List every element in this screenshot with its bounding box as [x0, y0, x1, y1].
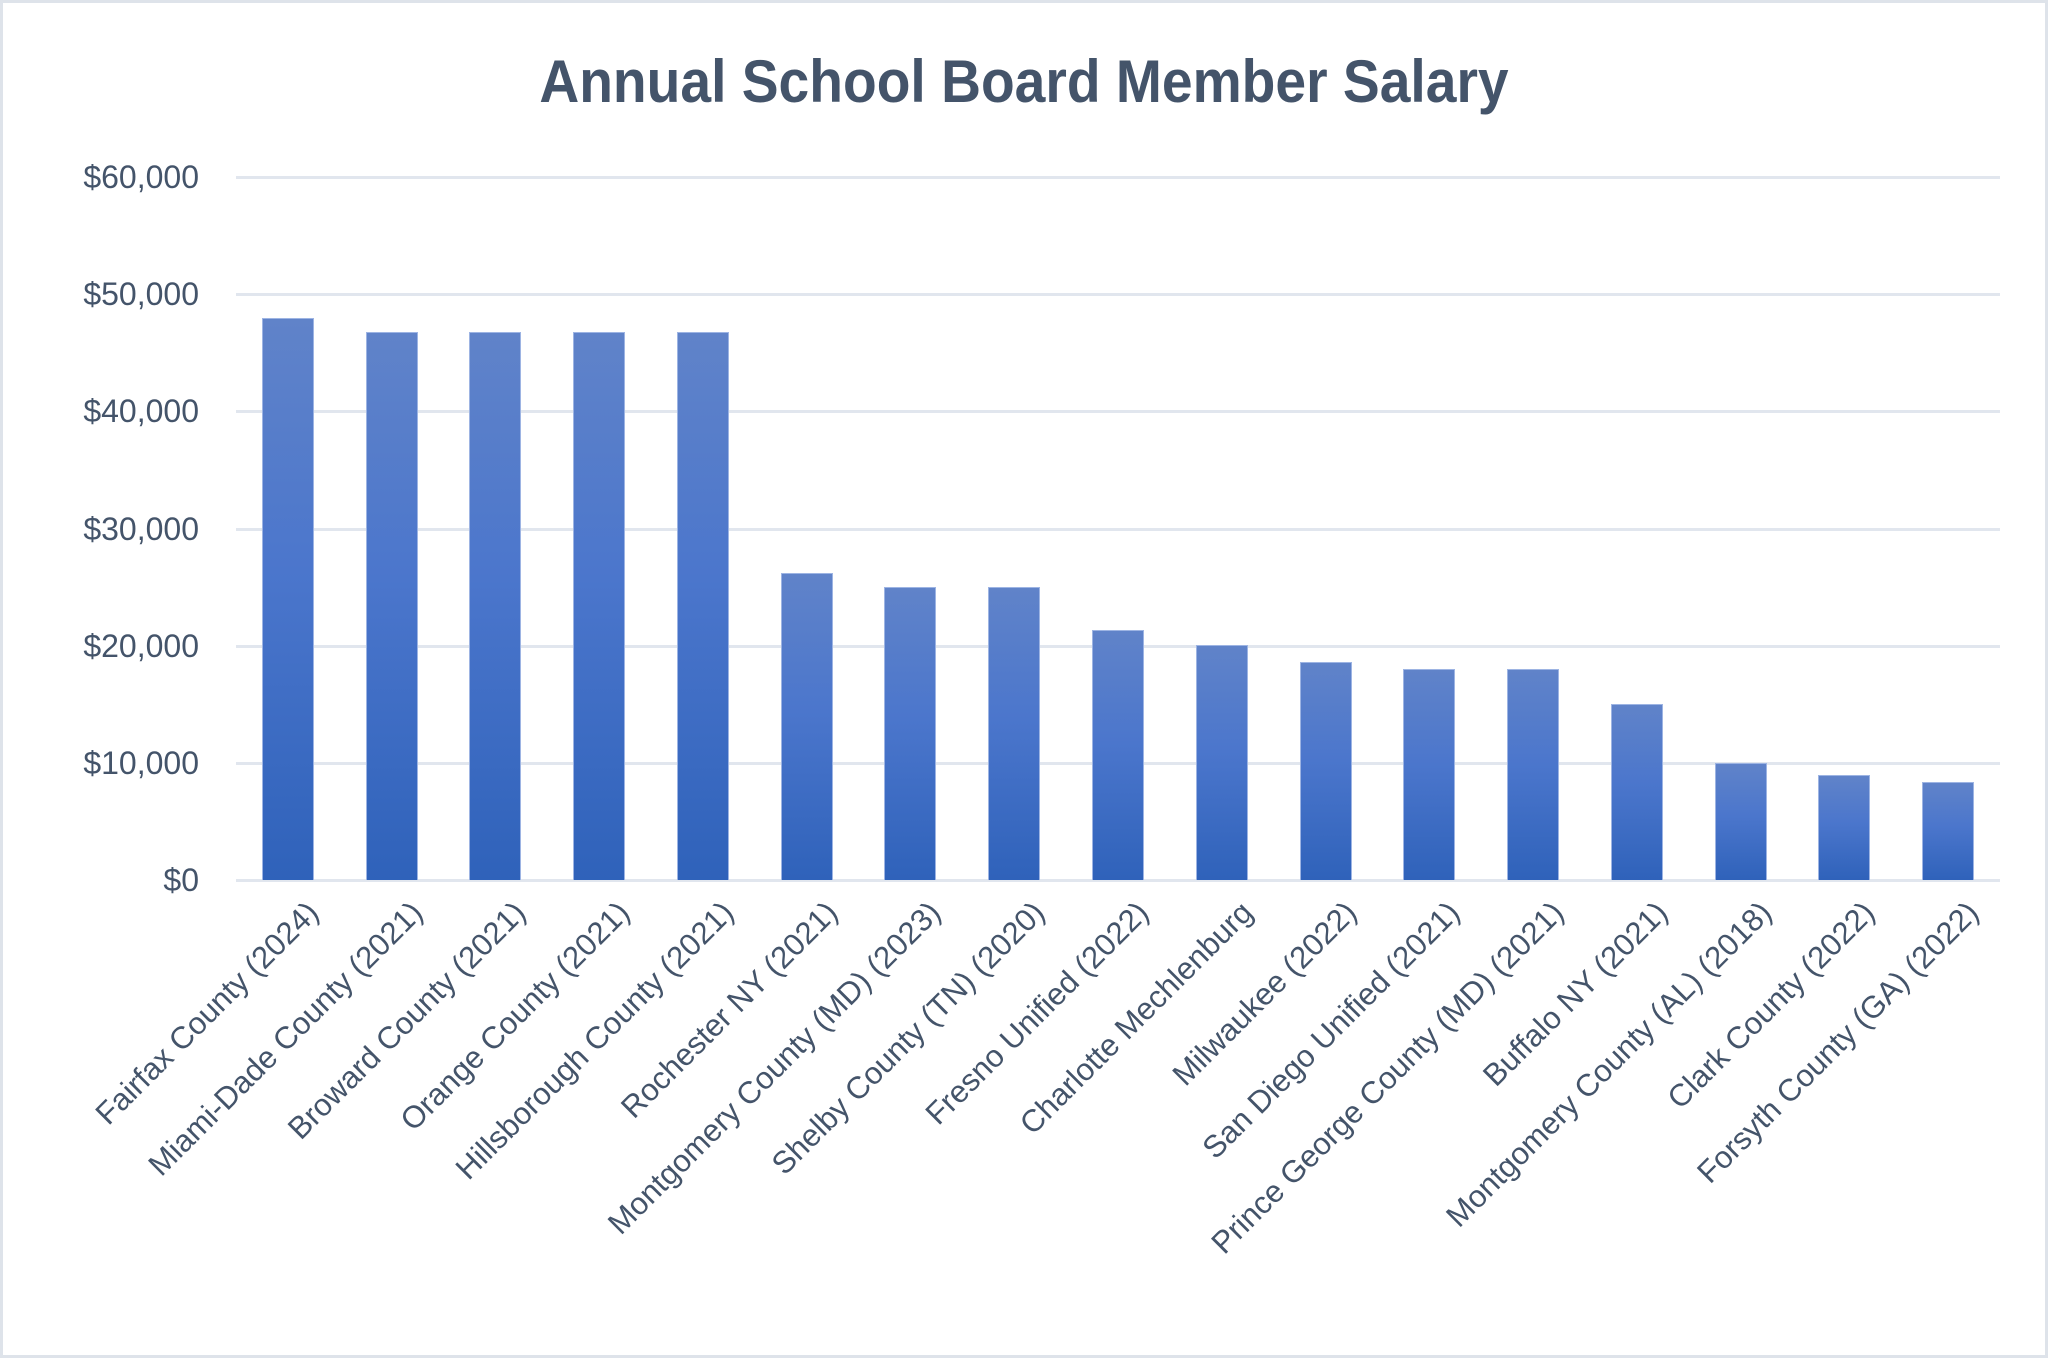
y-tick-label: $40,000	[83, 393, 199, 430]
bar[interactable]	[780, 573, 833, 880]
bar[interactable]	[469, 331, 522, 880]
bar[interactable]	[1092, 630, 1144, 880]
x-tick-label: Milwaukee (2022)	[1165, 894, 1363, 1093]
bar[interactable]	[676, 331, 729, 880]
bar[interactable]	[1507, 669, 1560, 880]
gridline	[236, 410, 2000, 414]
chart-title: Annual School Board Member Salary	[539, 48, 1509, 115]
x-tick-label: Buffalo NY (2021)	[1475, 894, 1675, 1093]
y-tick-label: $60,000	[83, 159, 199, 195]
bar[interactable]	[261, 317, 314, 880]
bar[interactable]	[1714, 762, 1767, 880]
x-tick-label: Clark County (2022)	[1660, 894, 1882, 1116]
bar[interactable]	[1922, 781, 1975, 880]
y-tick-label: $30,000	[83, 510, 199, 547]
plot-area	[236, 176, 2000, 882]
bar[interactable]	[1403, 669, 1456, 880]
y-tick-label: $20,000	[83, 627, 199, 664]
y-tick-label: $10,000	[83, 744, 199, 781]
bar[interactable]	[1610, 704, 1663, 880]
gridline	[236, 527, 2000, 531]
bar[interactable]	[365, 331, 418, 880]
gridline	[236, 293, 2000, 297]
x-axis-baseline	[236, 879, 2000, 882]
bar[interactable]	[884, 587, 937, 880]
bar[interactable]	[1195, 644, 1248, 880]
bar[interactable]	[988, 587, 1041, 880]
bar[interactable]	[1299, 662, 1352, 880]
bar[interactable]	[573, 331, 626, 880]
y-tick-label: $50,000	[83, 276, 199, 313]
bar[interactable]	[1818, 774, 1871, 880]
y-tick-label: $0	[163, 862, 199, 898]
gridline	[236, 176, 2000, 179]
